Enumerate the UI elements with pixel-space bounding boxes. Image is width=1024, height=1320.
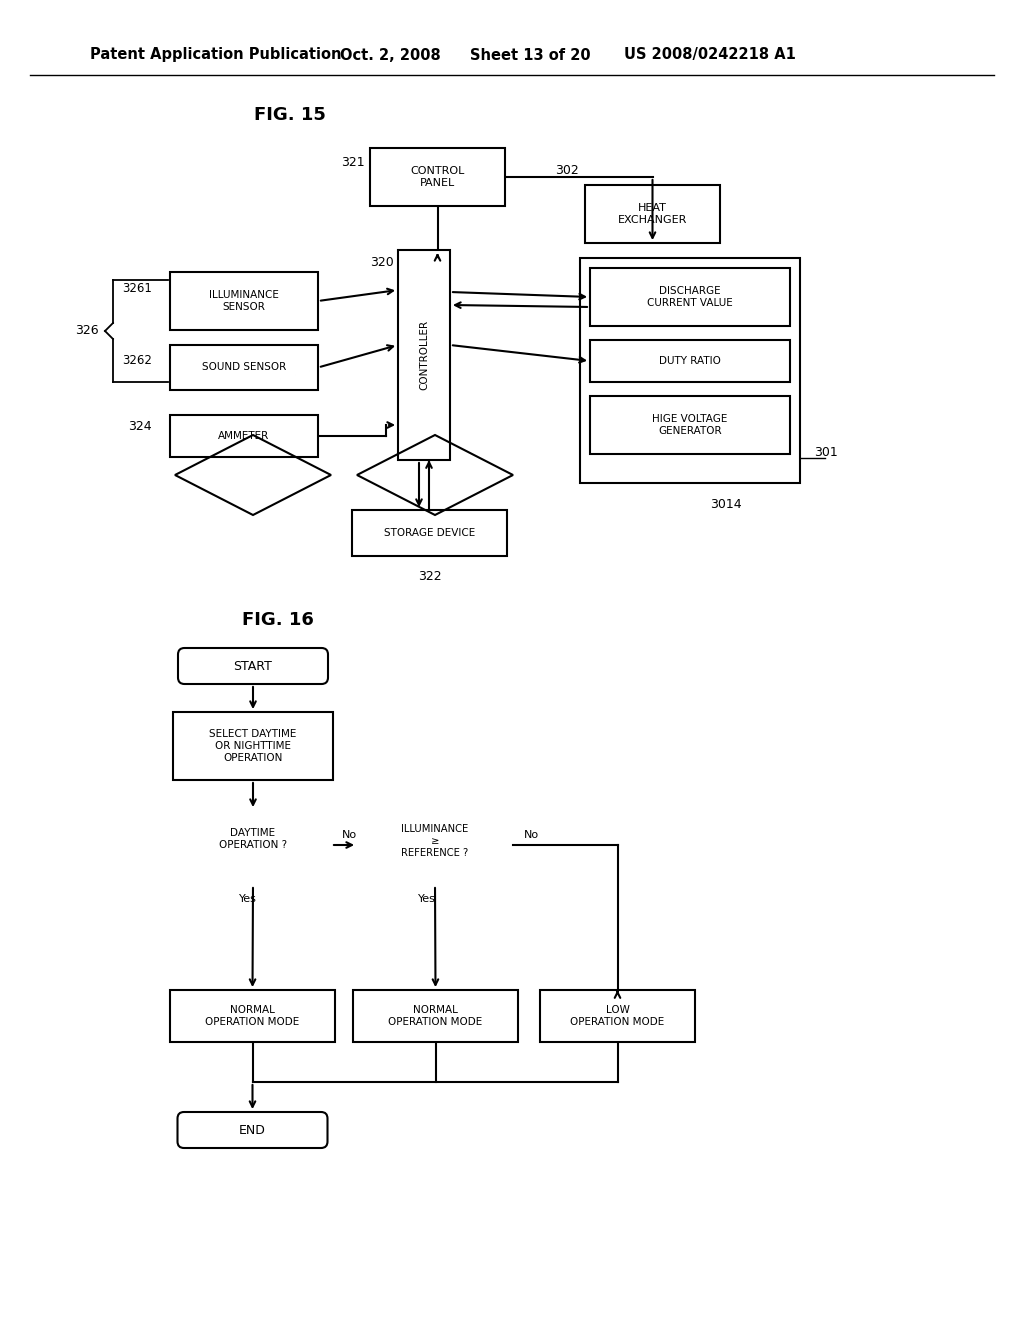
Text: STORAGE DEVICE: STORAGE DEVICE xyxy=(384,528,475,539)
Bar xyxy=(585,185,720,243)
Text: ILLUMINANCE
SENSOR: ILLUMINANCE SENSOR xyxy=(209,290,279,312)
Text: Oct. 2, 2008: Oct. 2, 2008 xyxy=(340,48,440,62)
Bar xyxy=(173,711,333,780)
Text: NORMAL
OPERATION MODE: NORMAL OPERATION MODE xyxy=(206,1006,300,1027)
Bar xyxy=(580,257,800,483)
Text: END: END xyxy=(239,1123,266,1137)
Text: HEAT
EXCHANGER: HEAT EXCHANGER xyxy=(617,203,687,224)
Text: CONTROL
PANEL: CONTROL PANEL xyxy=(411,166,465,187)
Bar xyxy=(170,345,318,389)
Text: 326: 326 xyxy=(76,325,99,338)
Bar xyxy=(170,272,318,330)
Bar xyxy=(370,148,505,206)
Bar xyxy=(540,990,695,1041)
FancyBboxPatch shape xyxy=(177,1111,328,1148)
Text: Sheet 13 of 20: Sheet 13 of 20 xyxy=(470,48,590,62)
Text: FIG. 16: FIG. 16 xyxy=(242,611,314,630)
Text: 3261: 3261 xyxy=(122,281,152,294)
Text: 3014: 3014 xyxy=(710,499,741,511)
Text: 301: 301 xyxy=(814,446,838,459)
Text: ILLUMINANCE
≥
REFERENCE ?: ILLUMINANCE ≥ REFERENCE ? xyxy=(401,825,469,858)
Text: DISCHARGE
CURRENT VALUE: DISCHARGE CURRENT VALUE xyxy=(647,286,733,308)
Text: Yes: Yes xyxy=(239,894,257,904)
Text: NORMAL
OPERATION MODE: NORMAL OPERATION MODE xyxy=(388,1006,482,1027)
FancyBboxPatch shape xyxy=(178,648,328,684)
Text: 321: 321 xyxy=(341,156,365,169)
Text: CONTROLLER: CONTROLLER xyxy=(419,319,429,391)
Bar xyxy=(353,990,518,1041)
Text: DUTY RATIO: DUTY RATIO xyxy=(659,356,721,366)
Bar xyxy=(170,990,335,1041)
Text: SOUND SENSOR: SOUND SENSOR xyxy=(202,363,286,372)
Text: 324: 324 xyxy=(128,421,152,433)
Text: 322: 322 xyxy=(418,569,441,582)
Text: 302: 302 xyxy=(555,165,579,177)
Text: 3262: 3262 xyxy=(122,355,152,367)
Text: START: START xyxy=(233,660,272,672)
Text: AMMETER: AMMETER xyxy=(218,432,269,441)
Text: No: No xyxy=(341,830,356,840)
Text: No: No xyxy=(523,830,539,840)
Bar xyxy=(590,268,790,326)
Text: LOW
OPERATION MODE: LOW OPERATION MODE xyxy=(570,1006,665,1027)
Text: FIG. 15: FIG. 15 xyxy=(254,106,326,124)
Text: Yes: Yes xyxy=(418,894,436,904)
Text: 320: 320 xyxy=(371,256,394,268)
Bar xyxy=(170,414,318,457)
Bar xyxy=(398,249,450,459)
Text: US 2008/0242218 A1: US 2008/0242218 A1 xyxy=(624,48,796,62)
Bar xyxy=(352,510,507,556)
Text: HIGE VOLTAGE
GENERATOR: HIGE VOLTAGE GENERATOR xyxy=(652,414,728,436)
Bar xyxy=(590,396,790,454)
Text: DAYTIME
OPERATION ?: DAYTIME OPERATION ? xyxy=(219,828,287,850)
Bar xyxy=(590,341,790,381)
Text: SELECT DAYTIME
OR NIGHTTIME
OPERATION: SELECT DAYTIME OR NIGHTTIME OPERATION xyxy=(209,730,297,763)
Text: Patent Application Publication: Patent Application Publication xyxy=(90,48,341,62)
